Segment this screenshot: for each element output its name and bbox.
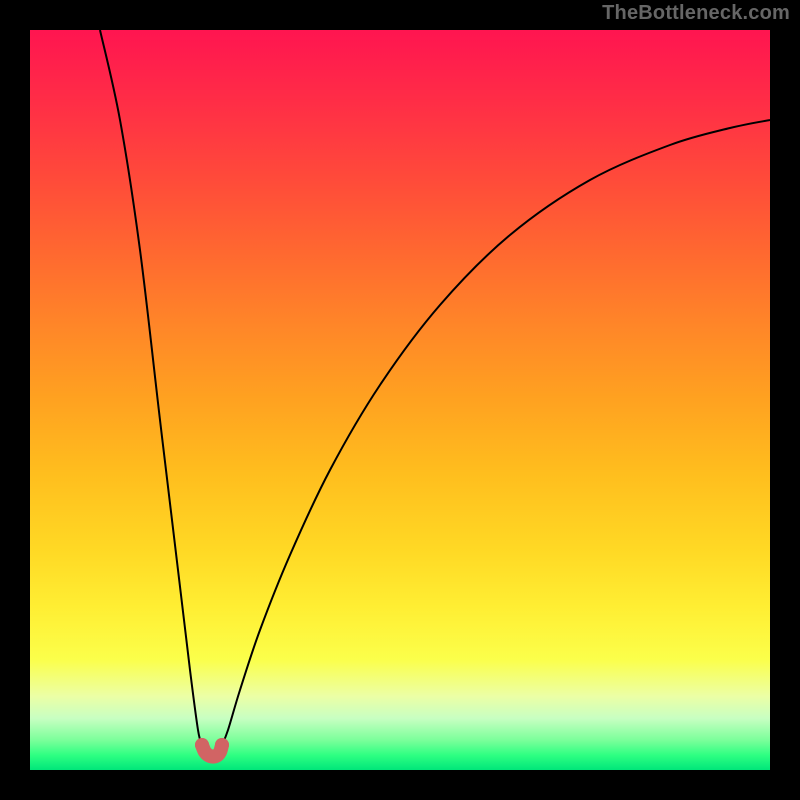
dip-endcap-right <box>215 738 229 752</box>
curve-left-branch <box>100 30 202 745</box>
curve-right-branch <box>222 120 770 745</box>
bottleneck-curve <box>30 30 770 770</box>
chart-frame: TheBottleneck.com <box>0 0 800 800</box>
dip-endcap-left <box>195 738 209 752</box>
plot-area <box>30 30 770 770</box>
watermark-text: TheBottleneck.com <box>602 2 790 25</box>
